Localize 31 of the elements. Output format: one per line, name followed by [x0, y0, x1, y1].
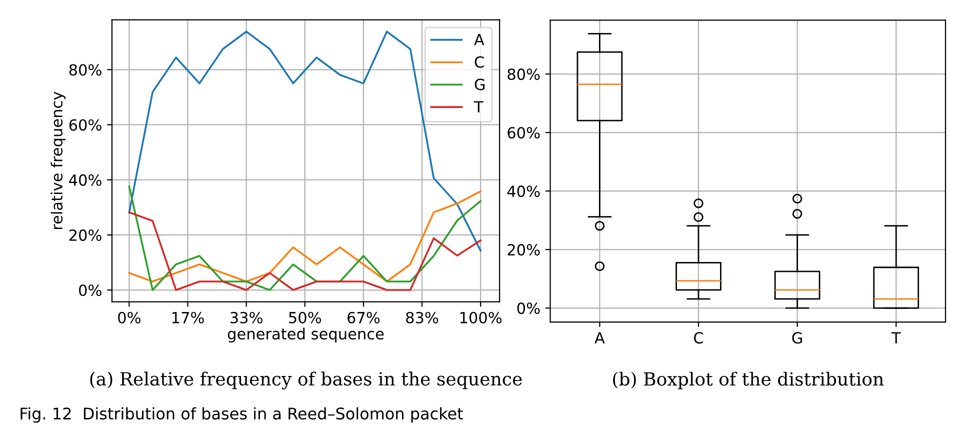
- y-tick-label: 20%: [69, 229, 102, 241]
- x-tick-label: 17%: [172, 312, 204, 324]
- y-tick-label: 60%: [69, 119, 102, 131]
- legend-label: A: [474, 34, 484, 46]
- y-tick-label: 60%: [508, 126, 540, 139]
- y-tick-label: 0%: [517, 302, 540, 314]
- x-tick-label: A: [594, 332, 605, 344]
- y-axis-title: relative frequency: [50, 92, 66, 229]
- y-tick-label: 20%: [508, 244, 540, 256]
- text: (a) Relative frequency of bases in the sequence: [90, 372, 522, 390]
- x-tick-label: 0%: [118, 312, 140, 324]
- x-tick-label: C: [694, 332, 703, 344]
- y-tick-label: 80%: [69, 64, 102, 76]
- line-series: [128, 211, 482, 291]
- legend-label: C: [474, 56, 484, 68]
- x-tick-label: G: [792, 332, 802, 344]
- legend-label: G: [474, 78, 485, 90]
- y-tick-label: 40%: [69, 174, 102, 186]
- x-tick-label: 67%: [348, 312, 380, 324]
- legend-label: T: [474, 101, 484, 112]
- caption: Fig. 12 Distribution of bases in a Reed–Solomon packet: [20, 407, 463, 423]
- x-tick-label: 100%: [460, 312, 502, 324]
- y-tick-label: 80%: [508, 68, 540, 80]
- x-tick-label: 83%: [406, 312, 438, 324]
- y-tick-label: 40%: [507, 185, 540, 198]
- x-tick-label: 50%: [289, 312, 322, 324]
- text: (b) Boxplot of the distribution: [613, 372, 884, 390]
- x-axis-title: generated sequence: [228, 328, 384, 343]
- x-tick-label: 33%: [230, 312, 262, 324]
- y-tick-label: 0%: [79, 284, 102, 296]
- x-tick-label: T: [891, 332, 901, 344]
